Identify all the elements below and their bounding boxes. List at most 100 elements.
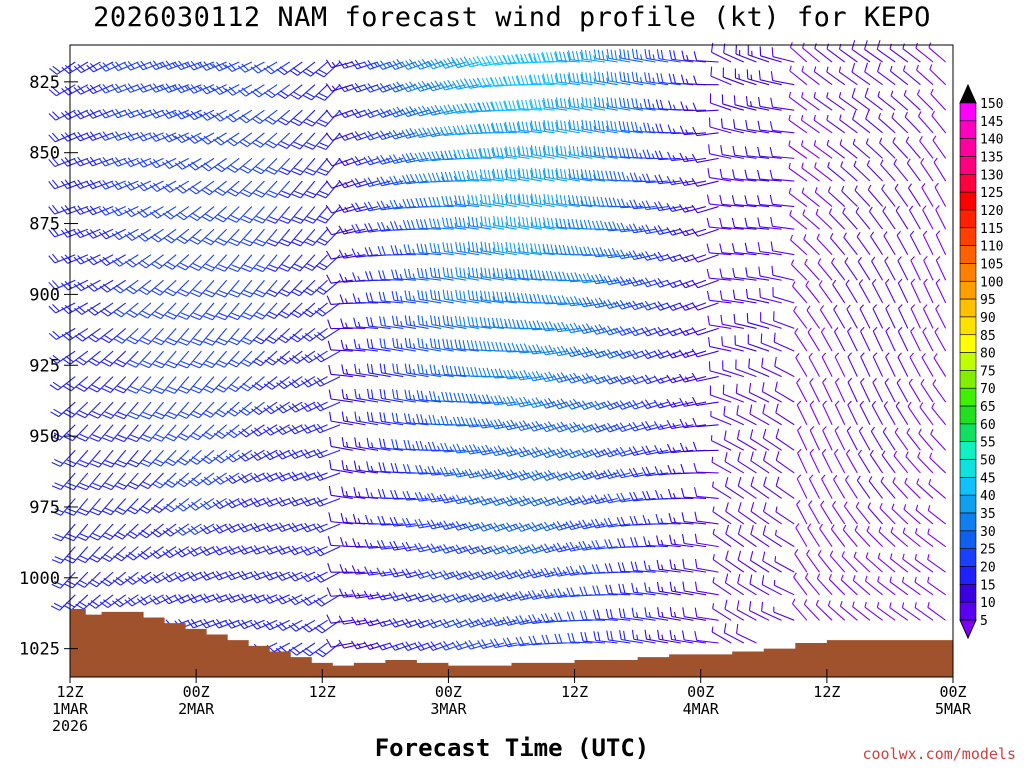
wind-barb — [641, 251, 669, 261]
wind-barb — [252, 350, 278, 367]
wind-barb — [76, 424, 101, 442]
wind-barb — [77, 498, 101, 516]
wind-barb — [466, 148, 492, 159]
wind-barb — [819, 305, 833, 329]
wind-barb — [404, 290, 429, 304]
wind-barb — [902, 65, 921, 86]
wind-barb — [73, 61, 101, 74]
wind-barb — [86, 279, 114, 292]
wind-barb — [502, 616, 530, 626]
wind-barb — [73, 279, 101, 292]
wind-barb — [389, 175, 416, 186]
wind-barb — [566, 611, 593, 622]
wind-barb — [303, 254, 328, 271]
wind-barb — [872, 377, 884, 403]
wind-barb — [328, 389, 353, 403]
wind-barb — [73, 109, 101, 120]
wind-barb — [906, 158, 921, 182]
wind-barb — [237, 593, 265, 604]
wind-barb — [187, 109, 215, 121]
wind-barb — [732, 289, 757, 304]
wind-barb — [161, 594, 190, 605]
wind-barb — [897, 256, 909, 281]
wind-barb — [228, 279, 253, 298]
wind-barb — [238, 84, 265, 97]
wind-barb — [439, 125, 467, 137]
wind-barb — [253, 254, 278, 273]
wind-barb — [174, 546, 202, 558]
wind-barb — [390, 489, 416, 500]
wind-barb — [379, 388, 404, 403]
wind-barb — [89, 449, 114, 468]
credit-link[interactable]: coolwx.com/models — [862, 745, 1016, 763]
colorbar-label: 105 — [980, 257, 1003, 272]
wind-barb — [112, 302, 139, 318]
x-tick-label: 2MAR — [178, 700, 215, 718]
wind-barb — [48, 227, 76, 238]
wind-barb — [864, 87, 883, 111]
wind-barb — [909, 230, 921, 255]
wind-barb — [114, 350, 139, 368]
wind-barb — [203, 328, 228, 346]
wind-barb — [565, 372, 593, 384]
colorbar-label: 150 — [980, 97, 1003, 112]
y-tick-label: 825 — [29, 73, 60, 93]
wind-barb — [48, 157, 76, 168]
wind-barb — [279, 206, 303, 224]
wind-barb — [378, 291, 404, 304]
wind-barb — [543, 167, 568, 182]
wind-barb — [592, 585, 618, 596]
wind-barb — [616, 276, 644, 286]
wind-barb — [203, 279, 228, 298]
wind-barb — [877, 91, 896, 111]
wind-barb — [352, 293, 379, 304]
wind-barb — [923, 256, 934, 281]
wind-barb — [200, 449, 227, 465]
wind-barb — [228, 228, 253, 247]
colorbar-swatch — [959, 174, 977, 193]
wind-barb — [530, 145, 555, 159]
wind-barb — [152, 350, 177, 369]
wind-barb — [250, 545, 278, 555]
wind-barb — [518, 145, 543, 159]
wind-barb — [414, 618, 442, 629]
wind-barb — [467, 216, 492, 230]
wind-barb — [832, 500, 846, 525]
wind-barb — [392, 389, 416, 403]
wind-barb — [427, 465, 454, 476]
wind-barb — [918, 428, 934, 451]
wind-barb — [86, 156, 114, 167]
wind-barb — [237, 61, 265, 73]
wind-barb — [788, 114, 808, 134]
wind-barb — [98, 61, 126, 72]
surface-terrain — [70, 608, 953, 677]
wind-barb — [73, 228, 101, 239]
wind-barb — [127, 350, 152, 368]
wind-barb — [770, 97, 795, 111]
wind-barb — [329, 459, 353, 474]
wind-barb — [416, 267, 442, 281]
wind-barb — [313, 594, 341, 607]
wind-barb — [505, 193, 530, 208]
wind-barb — [440, 442, 467, 453]
wind-barb — [884, 278, 896, 304]
wind-barb — [365, 292, 391, 304]
wind-barb — [896, 378, 909, 403]
y-tick-label: 1025 — [19, 640, 60, 660]
wind-barb — [452, 416, 479, 427]
wind-barb — [788, 140, 808, 159]
colorbar-label: 90 — [980, 311, 996, 326]
wind-barb — [889, 43, 909, 63]
wind-barb — [515, 420, 543, 432]
wind-barb — [923, 278, 934, 304]
wind-barb — [817, 549, 833, 573]
wind-barb — [262, 472, 290, 482]
wind-barb — [821, 474, 833, 499]
wind-barb — [477, 394, 505, 405]
wind-barb — [199, 571, 227, 581]
wind-barb — [415, 197, 442, 208]
wind-barb — [140, 424, 164, 442]
wind-barb — [125, 523, 152, 539]
wind-barb — [149, 594, 177, 605]
wind-barb — [364, 222, 391, 233]
